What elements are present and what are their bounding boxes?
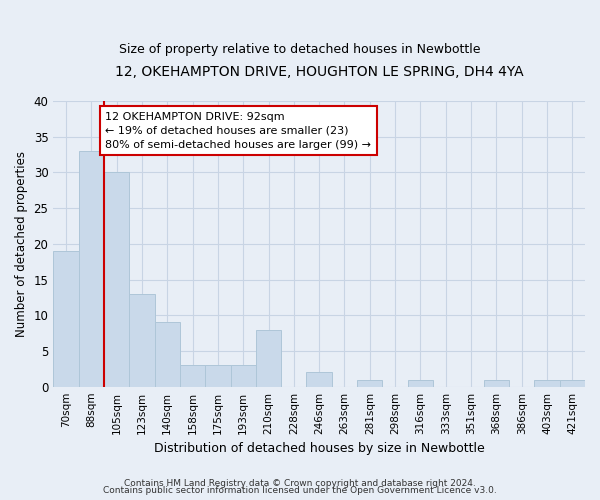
Bar <box>180 366 205 386</box>
Y-axis label: Number of detached properties: Number of detached properties <box>15 151 28 337</box>
Bar <box>408 380 433 386</box>
Bar <box>256 330 281 386</box>
Bar <box>53 251 79 386</box>
Bar <box>307 372 332 386</box>
Bar <box>205 366 230 386</box>
Text: Contains HM Land Registry data © Crown copyright and database right 2024.: Contains HM Land Registry data © Crown c… <box>124 478 476 488</box>
Bar <box>230 366 256 386</box>
Text: 12 OKEHAMPTON DRIVE: 92sqm
← 19% of detached houses are smaller (23)
80% of semi: 12 OKEHAMPTON DRIVE: 92sqm ← 19% of deta… <box>105 112 371 150</box>
Bar <box>484 380 509 386</box>
Text: Size of property relative to detached houses in Newbottle: Size of property relative to detached ho… <box>119 42 481 56</box>
Bar <box>535 380 560 386</box>
Title: 12, OKEHAMPTON DRIVE, HOUGHTON LE SPRING, DH4 4YA: 12, OKEHAMPTON DRIVE, HOUGHTON LE SPRING… <box>115 65 523 79</box>
Bar <box>560 380 585 386</box>
Bar <box>104 172 129 386</box>
Text: Contains public sector information licensed under the Open Government Licence v3: Contains public sector information licen… <box>103 486 497 495</box>
Bar <box>79 151 104 386</box>
Bar <box>357 380 382 386</box>
X-axis label: Distribution of detached houses by size in Newbottle: Distribution of detached houses by size … <box>154 442 485 455</box>
Bar <box>155 322 180 386</box>
Bar <box>129 294 155 386</box>
